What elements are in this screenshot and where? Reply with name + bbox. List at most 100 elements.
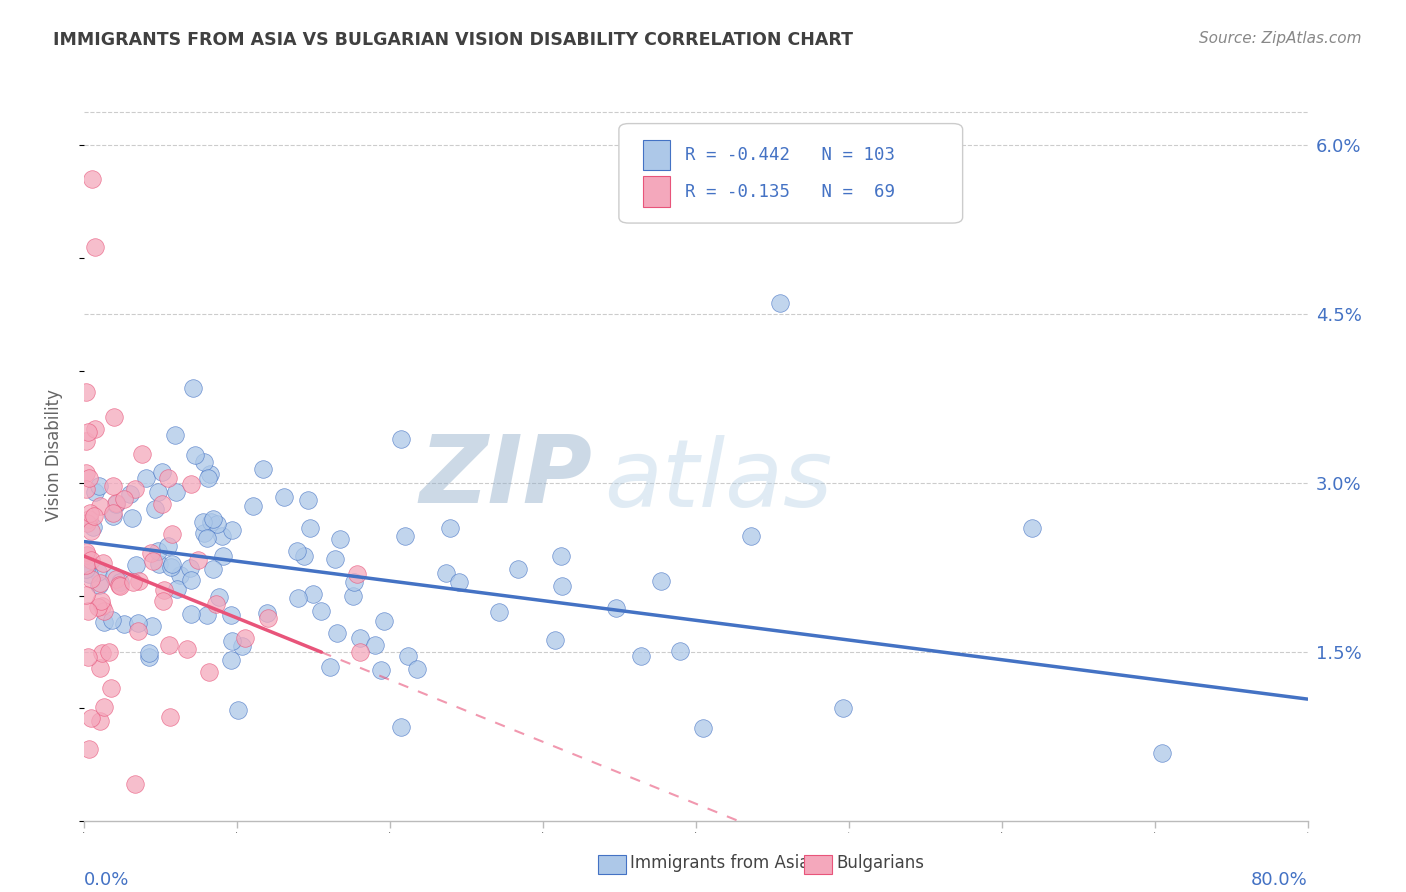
Point — [150, 465, 173, 479]
Point — [89, 578, 111, 592]
Point — [257, 611, 280, 625]
Point — [198, 467, 221, 481]
Point — [153, 583, 176, 598]
Point — [103, 568, 125, 582]
Point — [146, 485, 169, 500]
Point — [118, 487, 141, 501]
Text: Source: ZipAtlas.com: Source: ZipAtlas.com — [1198, 31, 1361, 46]
Point — [80, 524, 103, 538]
Point — [76, 549, 98, 563]
Point — [285, 543, 308, 558]
Point — [342, 574, 364, 589]
Point — [197, 471, 219, 485]
Point — [110, 575, 132, 590]
Point — [103, 507, 125, 521]
Point — [256, 606, 278, 620]
Point — [80, 172, 103, 186]
Point — [77, 471, 100, 485]
Point — [349, 631, 371, 645]
Point — [101, 613, 124, 627]
Point — [160, 558, 183, 572]
Point — [87, 479, 110, 493]
Text: Bulgarians: Bulgarians — [837, 855, 925, 872]
Point — [77, 511, 100, 525]
Point — [287, 591, 309, 605]
Point — [297, 492, 319, 507]
Point — [131, 447, 153, 461]
Point — [201, 511, 224, 525]
Point — [121, 575, 143, 590]
Point — [90, 646, 112, 660]
Point — [103, 409, 125, 424]
Text: R = -0.135   N =  69: R = -0.135 N = 69 — [685, 183, 896, 201]
Point — [176, 641, 198, 656]
Point — [226, 702, 249, 716]
Point — [488, 605, 510, 619]
Point — [179, 560, 201, 574]
Point — [77, 742, 100, 756]
Point — [93, 700, 115, 714]
Point — [292, 549, 315, 564]
Point — [75, 558, 97, 572]
Point — [160, 527, 183, 541]
Text: Vision Disability: Vision Disability — [45, 389, 63, 521]
Point — [75, 466, 97, 480]
Point — [127, 624, 149, 638]
Point — [112, 617, 135, 632]
Point — [191, 516, 214, 530]
Point — [219, 652, 242, 666]
Point — [138, 649, 160, 664]
Point — [242, 499, 264, 513]
Point — [84, 240, 107, 254]
Point — [128, 574, 150, 589]
Point — [205, 597, 228, 611]
Text: atlas: atlas — [605, 435, 832, 526]
Point — [89, 714, 111, 729]
Point — [76, 516, 98, 531]
Point — [165, 485, 187, 500]
Point — [91, 599, 114, 613]
Point — [82, 519, 104, 533]
Point — [299, 520, 322, 534]
Point — [142, 554, 165, 568]
Point — [75, 588, 97, 602]
Point — [169, 568, 191, 582]
Point — [145, 502, 167, 516]
Point — [180, 573, 202, 587]
Point — [211, 529, 233, 543]
Point — [79, 711, 101, 725]
Point — [221, 524, 243, 538]
Point — [160, 560, 183, 574]
Point — [183, 381, 205, 395]
Point — [211, 549, 233, 563]
Text: 80.0%: 80.0% — [1251, 871, 1308, 889]
Point — [544, 633, 567, 648]
Point — [193, 526, 215, 541]
Point — [301, 587, 323, 601]
Point — [112, 491, 135, 506]
Point — [101, 508, 124, 523]
Point — [75, 384, 97, 399]
Point — [309, 604, 332, 618]
Point — [184, 448, 207, 462]
Point — [100, 681, 122, 695]
Text: Immigrants from Asia: Immigrants from Asia — [630, 855, 810, 872]
Point — [205, 517, 228, 532]
Point — [135, 471, 157, 485]
Point — [157, 638, 180, 652]
Point — [373, 615, 395, 629]
Point — [75, 544, 97, 558]
Point — [389, 432, 412, 446]
Point — [202, 562, 225, 576]
Point — [650, 574, 672, 589]
Point — [346, 567, 368, 582]
Point — [148, 558, 170, 572]
Point — [150, 497, 173, 511]
Point — [75, 434, 97, 448]
Point — [439, 521, 461, 535]
Point — [329, 533, 352, 547]
Point — [90, 594, 112, 608]
Point — [89, 576, 111, 591]
Point — [77, 649, 100, 664]
Point — [551, 579, 574, 593]
